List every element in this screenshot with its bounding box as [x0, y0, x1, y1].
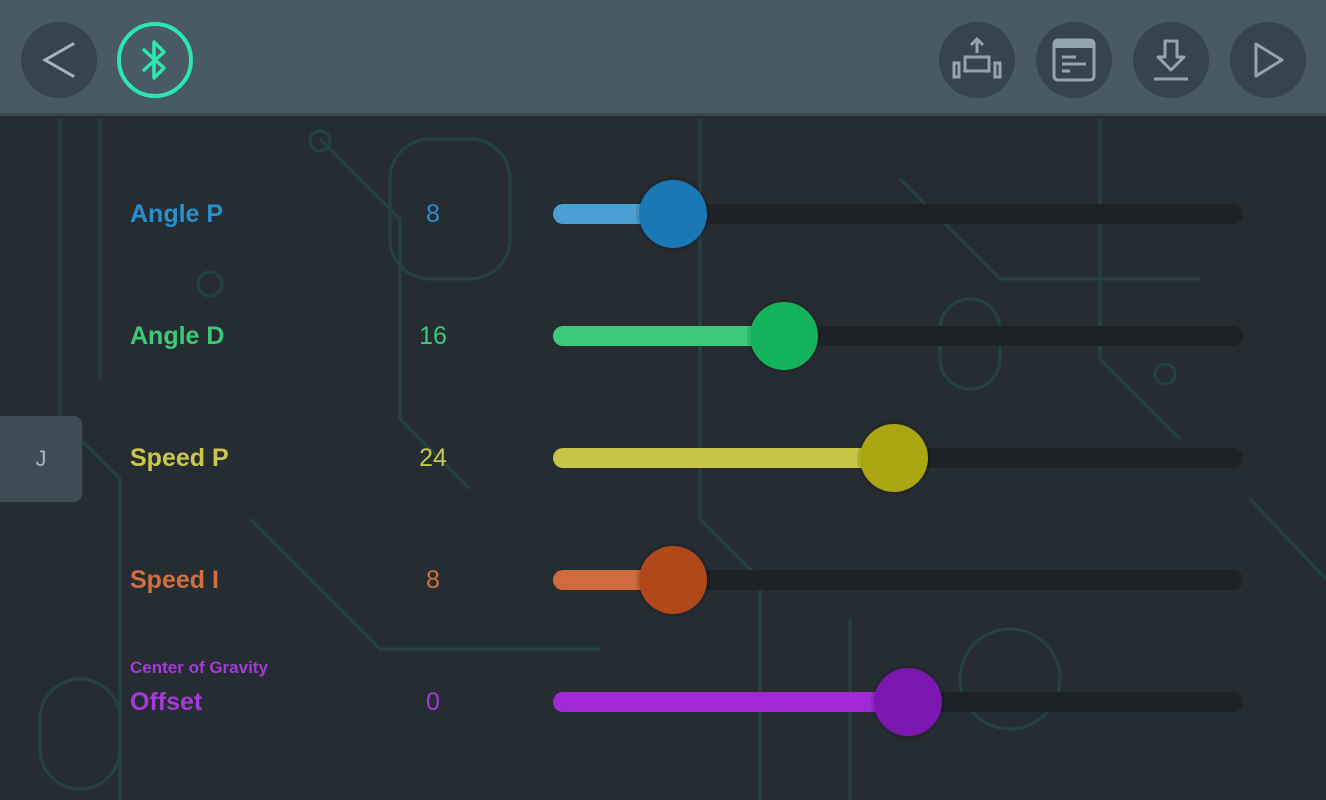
top-toolbar	[0, 0, 1326, 116]
download-button[interactable]	[1133, 22, 1209, 98]
slider-fill	[553, 448, 885, 468]
bluetooth-icon	[142, 40, 166, 80]
slider-value: 0	[426, 688, 440, 716]
slider-track[interactable]	[553, 668, 1243, 736]
slider-thumb[interactable]	[874, 668, 942, 736]
slider-row: Center of Gravity Offset 0	[0, 658, 1326, 736]
play-button[interactable]	[1230, 22, 1306, 98]
slider-thumb[interactable]	[749, 302, 818, 370]
slider-fill	[553, 326, 774, 346]
slider-label: Speed P	[130, 444, 229, 472]
slider-track[interactable]	[553, 424, 1243, 492]
slider-row: Angle P 8	[0, 180, 1326, 248]
slider-value: 8	[426, 566, 440, 594]
slider-sublabel: Center of Gravity	[130, 658, 268, 677]
slider-track[interactable]	[553, 546, 1243, 614]
slider-fill	[553, 692, 898, 712]
slider-value: 16	[419, 322, 447, 350]
slider-fill	[553, 204, 664, 224]
bluetooth-button[interactable]	[117, 22, 193, 98]
slider-label: Angle D	[130, 322, 225, 350]
slider-thumb[interactable]	[639, 546, 708, 614]
slider-row: Speed I 8	[0, 546, 1326, 614]
robot-calibrate-icon	[952, 36, 1002, 79]
circuit-background	[38, 119, 1326, 800]
console-icon	[1052, 38, 1096, 82]
slider-label: Offset	[130, 688, 203, 716]
robot-calibrate-button[interactable]	[939, 22, 1015, 98]
slider-value: 8	[426, 200, 440, 228]
back-button[interactable]	[21, 22, 97, 98]
slider-fill	[553, 570, 664, 590]
slider-thumb[interactable]	[860, 424, 929, 492]
slider-label: Angle P	[130, 200, 224, 228]
slider-track[interactable]	[553, 180, 1243, 248]
console-button[interactable]	[1036, 22, 1112, 98]
slider-row: Speed P 24	[0, 424, 1326, 492]
slider-row: Angle D 16	[0, 302, 1326, 370]
slider-track[interactable]	[553, 302, 1243, 370]
download-icon	[1154, 39, 1188, 81]
back-icon	[41, 42, 75, 78]
play-icon	[1254, 42, 1284, 78]
slider-thumb[interactable]	[639, 180, 708, 248]
side-tab[interactable]: J	[0, 416, 82, 502]
slider-label: Speed I	[130, 566, 219, 594]
slider-value: 24	[419, 444, 447, 472]
